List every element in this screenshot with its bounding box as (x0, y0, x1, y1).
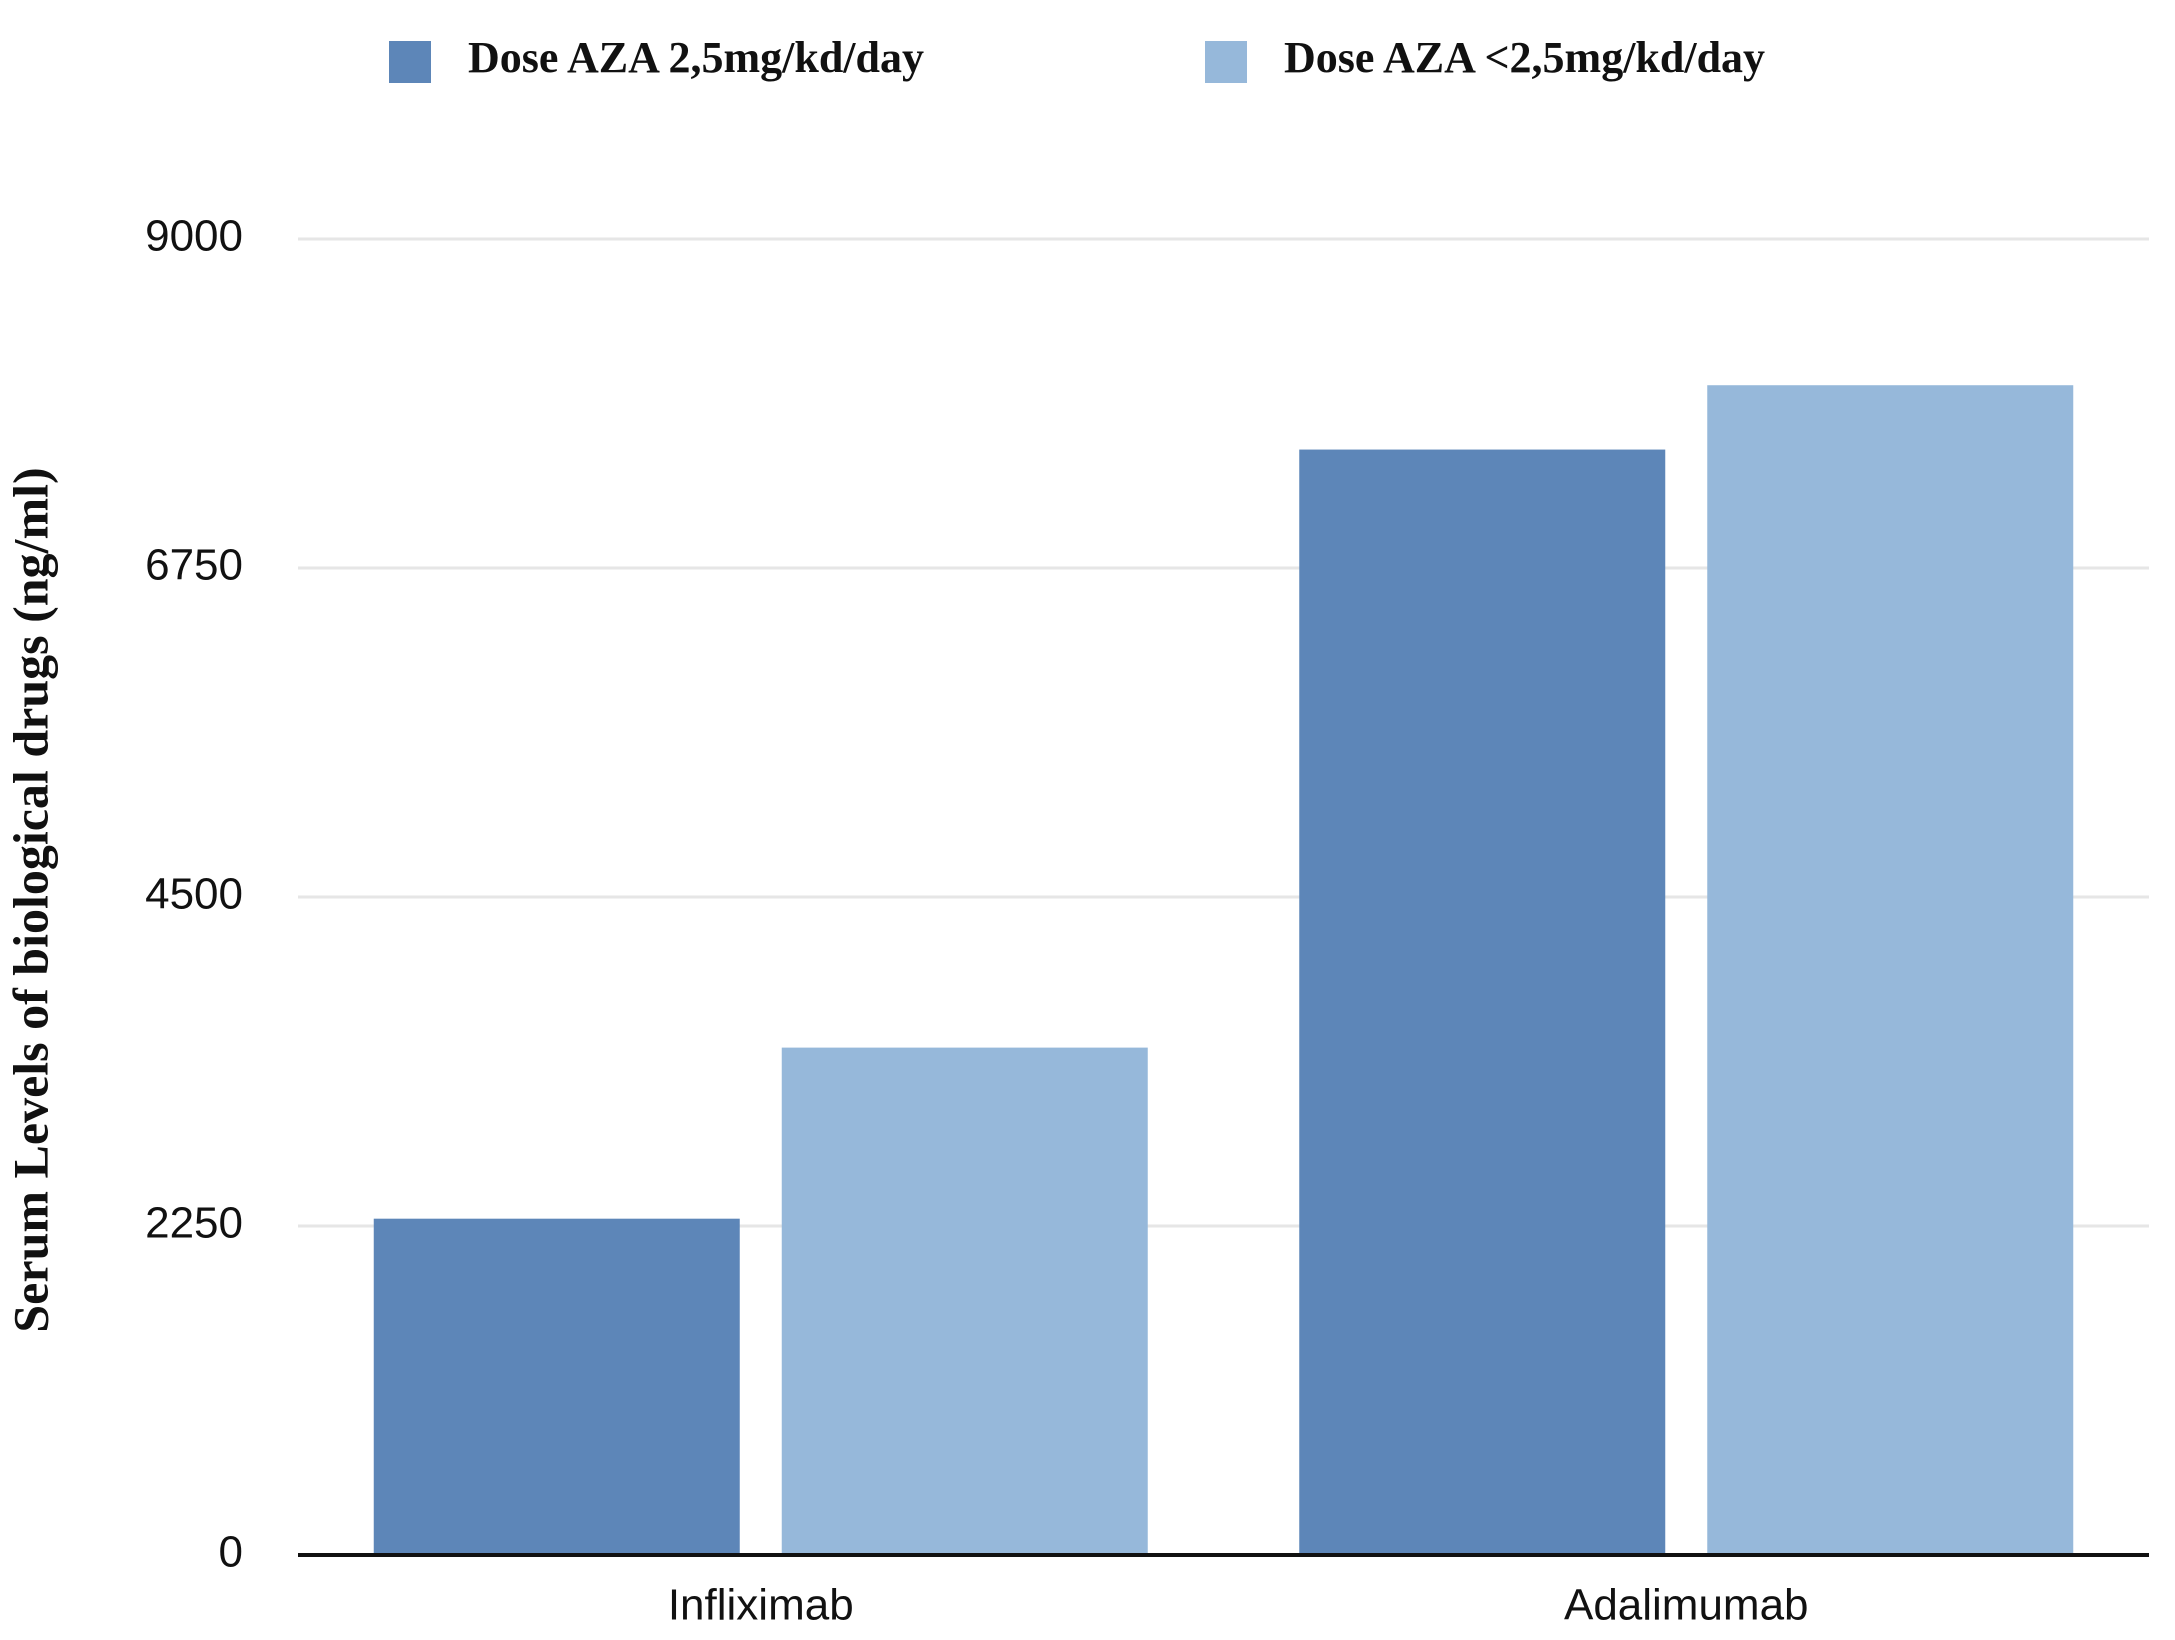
bar (373, 1218, 740, 1555)
legend-label: Dose AZA 2,5mg/kd/day (468, 33, 924, 82)
bar (781, 1047, 1148, 1555)
y-tick-label: 6750 (145, 541, 243, 590)
legend-swatch (389, 41, 431, 83)
bar (1707, 385, 2074, 1556)
y-tick-label: 4500 (145, 870, 243, 919)
bar (1299, 449, 1666, 1555)
y-tick-label: 2250 (145, 1199, 243, 1248)
x-tick-label: Infliximab (668, 1581, 854, 1630)
y-tick-label: 9000 (145, 212, 243, 261)
y-axis-title: Serum Levels of biological drugs (ng/ml) (2, 467, 58, 1332)
x-tick-label: Adalimumab (1564, 1581, 1809, 1630)
legend-label: Dose AZA <2,5mg/kd/day (1284, 33, 1765, 82)
legend-swatch (1205, 41, 1247, 83)
y-tick-label: 0 (219, 1528, 243, 1577)
